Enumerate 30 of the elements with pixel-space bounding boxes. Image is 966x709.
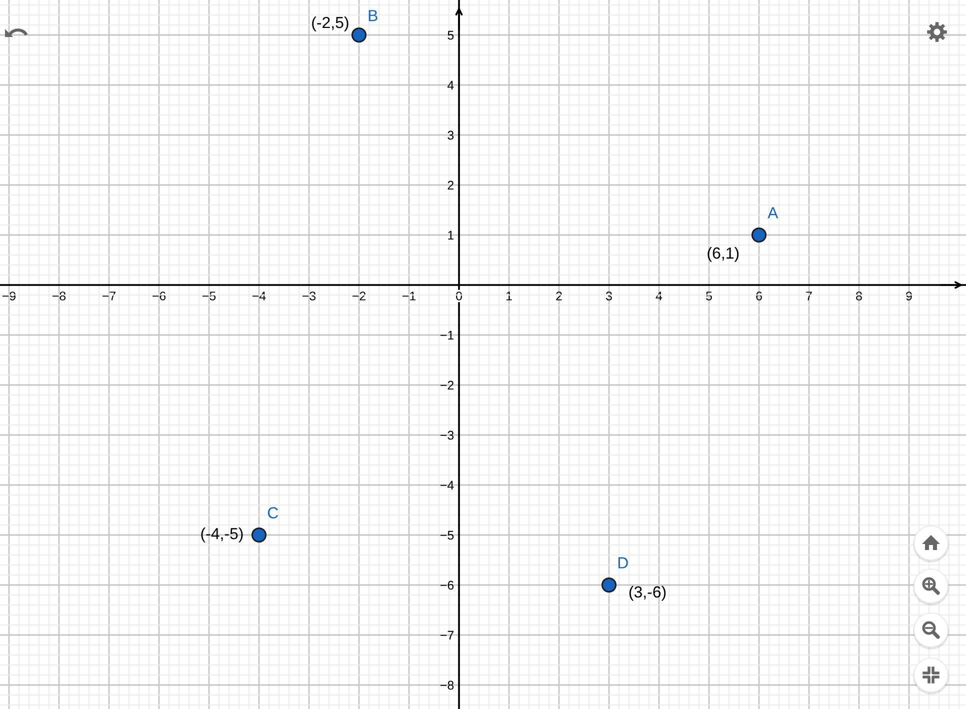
annotation: (6,1) bbox=[708, 247, 739, 262]
point bbox=[351, 27, 367, 43]
annotation: B bbox=[368, 10, 378, 22]
y-tick-label: −8 bbox=[440, 680, 454, 690]
y-tick-label: −1 bbox=[440, 330, 454, 340]
y-tick-label: 2 bbox=[448, 180, 454, 190]
point bbox=[751, 227, 767, 243]
y-tick-label: −4 bbox=[440, 480, 454, 490]
y-tick-label: −7 bbox=[440, 630, 454, 640]
y-tick-label: 5 bbox=[448, 30, 454, 40]
annotation: (-2,5) bbox=[312, 16, 348, 32]
annotation: A bbox=[768, 207, 778, 218]
annotation: (3,-6) bbox=[629, 586, 666, 601]
y-tick-label: −2 bbox=[440, 380, 454, 390]
point bbox=[601, 577, 617, 593]
point bbox=[251, 527, 267, 543]
annotation: D bbox=[618, 557, 628, 568]
x-tick-label: −3 bbox=[302, 292, 316, 300]
y-tick-label: −5 bbox=[440, 530, 454, 540]
x-tick-label: −2 bbox=[352, 292, 366, 300]
y-tick-label: 3 bbox=[448, 130, 454, 140]
x-tick-label: −7 bbox=[102, 292, 116, 300]
annotation: (-4,-5) bbox=[201, 528, 243, 542]
y-tick-label: 1 bbox=[448, 230, 454, 240]
y-tick-label: 4 bbox=[447, 80, 454, 90]
x-tick-label: 3 bbox=[606, 292, 612, 300]
y-tick-label: −3 bbox=[440, 430, 454, 440]
y-tick-label: −6 bbox=[440, 580, 454, 590]
annotation: C bbox=[268, 507, 278, 518]
x-tick-label: −1 bbox=[402, 292, 416, 300]
